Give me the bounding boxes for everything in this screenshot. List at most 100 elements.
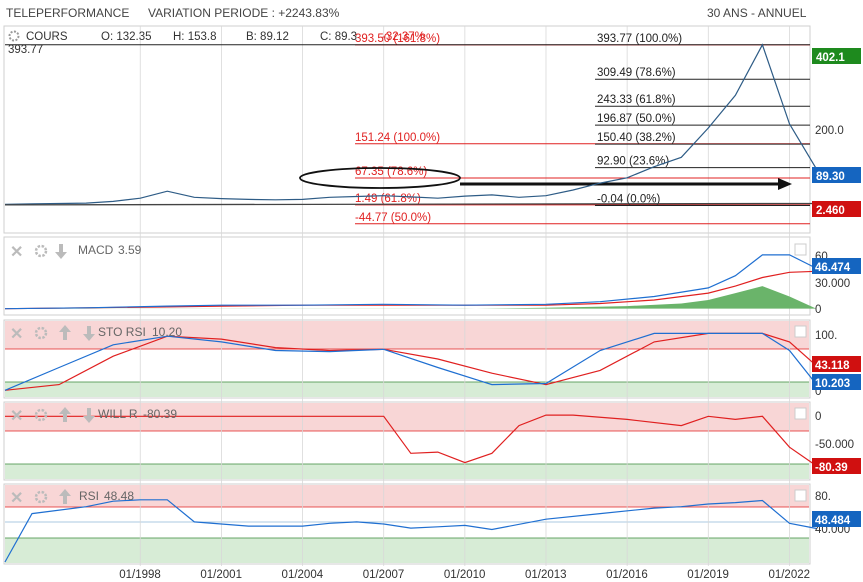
- low-value: B: 89.12: [246, 31, 289, 43]
- x-axis: 01/1998 01/2001 01/2004 01/2007 01/2010 01/20…: [119, 569, 810, 581]
- macd-value: 3.59: [118, 243, 142, 257]
- macd-badge-text: 46.474: [815, 262, 851, 274]
- sto-name: STO RSI: [98, 325, 146, 339]
- maximize-checkbox[interactable]: [794, 489, 807, 502]
- close-icon[interactable]: ✕: [10, 490, 23, 507]
- price-line: [4, 43, 818, 205]
- rsi-oversold-zone: [5, 538, 809, 563]
- sto-tick-100: 100.: [815, 330, 837, 342]
- fib-red-label: 151.24 (100.0%): [355, 132, 440, 144]
- rsi-panel-header: ✕ RSI 48.48: [10, 489, 807, 507]
- low-badge: [812, 201, 861, 217]
- trend-line[interactable]: [4, 202, 825, 206]
- x-tick-label: 01/2019: [687, 569, 729, 581]
- chart-header: TELEPERFORMANCE VARIATION PERIODE : +224…: [0, 0, 863, 26]
- sto-badge-b: [812, 374, 861, 390]
- fib-black-label: 243.33 (61.8%): [597, 94, 676, 106]
- x-tick-label: 01/2010: [444, 569, 486, 581]
- rsi-name: RSI: [79, 489, 99, 503]
- arrow-up-icon[interactable]: [59, 407, 71, 422]
- will-badge-text: -80.39: [815, 462, 848, 474]
- sto-panel-header: ✕ STO RSI 10.20: [10, 325, 807, 343]
- fib-black-label: 393.77 (100.0%): [597, 33, 682, 45]
- macd-series: [4, 254, 817, 310]
- x-tick-label: 01/2004: [282, 569, 324, 581]
- sto-value: 10.20: [152, 325, 182, 339]
- sto-badge-a: [812, 356, 861, 372]
- arrow-down-icon[interactable]: [55, 244, 67, 259]
- macd-signal-line: [4, 270, 817, 310]
- sto-badge-a-text: 43.118: [815, 360, 850, 372]
- fib-black-label: 196.87 (50.0%): [597, 113, 676, 125]
- variation-text: VARIATION PERIODE : +2243.83%: [148, 6, 340, 20]
- rsi-badge: [812, 511, 861, 527]
- value-badges: 402.1 89.30 2.460 46.474 43.118 10.203 -…: [812, 48, 861, 527]
- last-high-label: 393.77: [8, 44, 43, 56]
- arrow-down-icon[interactable]: [83, 408, 95, 423]
- close-icon[interactable]: ✕: [10, 408, 23, 425]
- close-icon[interactable]: ✕: [10, 326, 23, 343]
- rsi-overbought-zone: [5, 485, 809, 507]
- maximize-checkbox[interactable]: [794, 407, 807, 420]
- sto-series: [4, 332, 817, 391]
- maximize-checkbox[interactable]: [794, 243, 807, 256]
- period-label[interactable]: 30 ANS - ANNUEL: [707, 6, 807, 20]
- vertical-gridlines: [139, 26, 790, 566]
- stock-title: TELEPERFORMANCE: [6, 6, 130, 20]
- close-value: C: 89.3: [320, 31, 357, 43]
- macd-tick-30: 30.000: [815, 278, 850, 290]
- will-panel-header: ✕ WILL R -80.39: [10, 407, 807, 425]
- maximize-checkbox[interactable]: [794, 325, 807, 338]
- sto-tick-0: 0: [815, 386, 821, 398]
- fibonacci-levels: 393.50 (161.8%)151.24 (100.0%)67.35 (78.…: [5, 33, 810, 225]
- arrow-up-icon[interactable]: [59, 325, 71, 340]
- price-panel-frame: [3, 25, 811, 234]
- price-series: [4, 43, 825, 206]
- x-tick-label: 01/2013: [525, 569, 567, 581]
- gear-icon[interactable]: [34, 408, 48, 422]
- open-value: O: 132.35: [101, 31, 152, 43]
- arrow-up-icon[interactable]: [59, 489, 71, 504]
- fib-black-label: 92.90 (23.6%): [597, 156, 669, 168]
- settings-gear-icon[interactable]: [8, 30, 20, 42]
- annotation-ellipse[interactable]: [299, 167, 461, 189]
- price-tick-200: 200.0: [815, 125, 844, 137]
- will-series: [5, 414, 817, 467]
- macd-tick-0: 0: [815, 304, 821, 316]
- price-panel-header: COURS O: 132.35 H: 153.8 B: 89.12 C: 89.…: [8, 30, 425, 56]
- rsi-line: [4, 499, 817, 563]
- fib-red-label: 393.50 (161.8%): [355, 33, 440, 45]
- arrow-down-icon[interactable]: [83, 326, 95, 341]
- will-name: WILL R: [98, 407, 138, 421]
- x-tick-label: 01/2007: [363, 569, 405, 581]
- sto-panel-frame: [3, 319, 811, 399]
- will-tick-50: -50.000: [815, 439, 854, 451]
- rsi-series: [4, 499, 817, 563]
- sto-overbought-zone: [5, 321, 809, 349]
- sto-oversold-zone: [5, 382, 809, 397]
- last-badge: [812, 167, 861, 183]
- rsi-panel-frame: [3, 483, 811, 565]
- will-overbought-zone: [5, 403, 809, 431]
- will-badge: [812, 458, 861, 474]
- close-icon[interactable]: ✕: [10, 244, 23, 261]
- will-oversold-zone: [5, 464, 809, 479]
- macd-name: MACD: [78, 243, 114, 257]
- macd-panel-frame: [3, 236, 811, 316]
- rsi-badge-text: 48.484: [815, 515, 851, 527]
- fib-black-label: -0.04 (0.0%): [597, 194, 660, 206]
- will-tick-0: 0: [815, 411, 821, 423]
- macd-badge: [812, 258, 861, 274]
- gear-icon[interactable]: [34, 326, 48, 340]
- x-tick-label: 01/2001: [200, 569, 242, 581]
- cours-label: COURS: [26, 31, 68, 43]
- gear-icon[interactable]: [34, 490, 48, 504]
- fib-black-label: 309.49 (78.6%): [597, 67, 676, 79]
- annotation-arrowhead-icon: [778, 178, 792, 190]
- rsi-tick-80: 80.: [815, 491, 831, 503]
- gear-icon[interactable]: [34, 244, 48, 258]
- fib-red-label: 1.49 (61.8%): [355, 193, 421, 205]
- high-value: H: 153.8: [173, 31, 216, 43]
- macd-histogram: [5, 286, 817, 309]
